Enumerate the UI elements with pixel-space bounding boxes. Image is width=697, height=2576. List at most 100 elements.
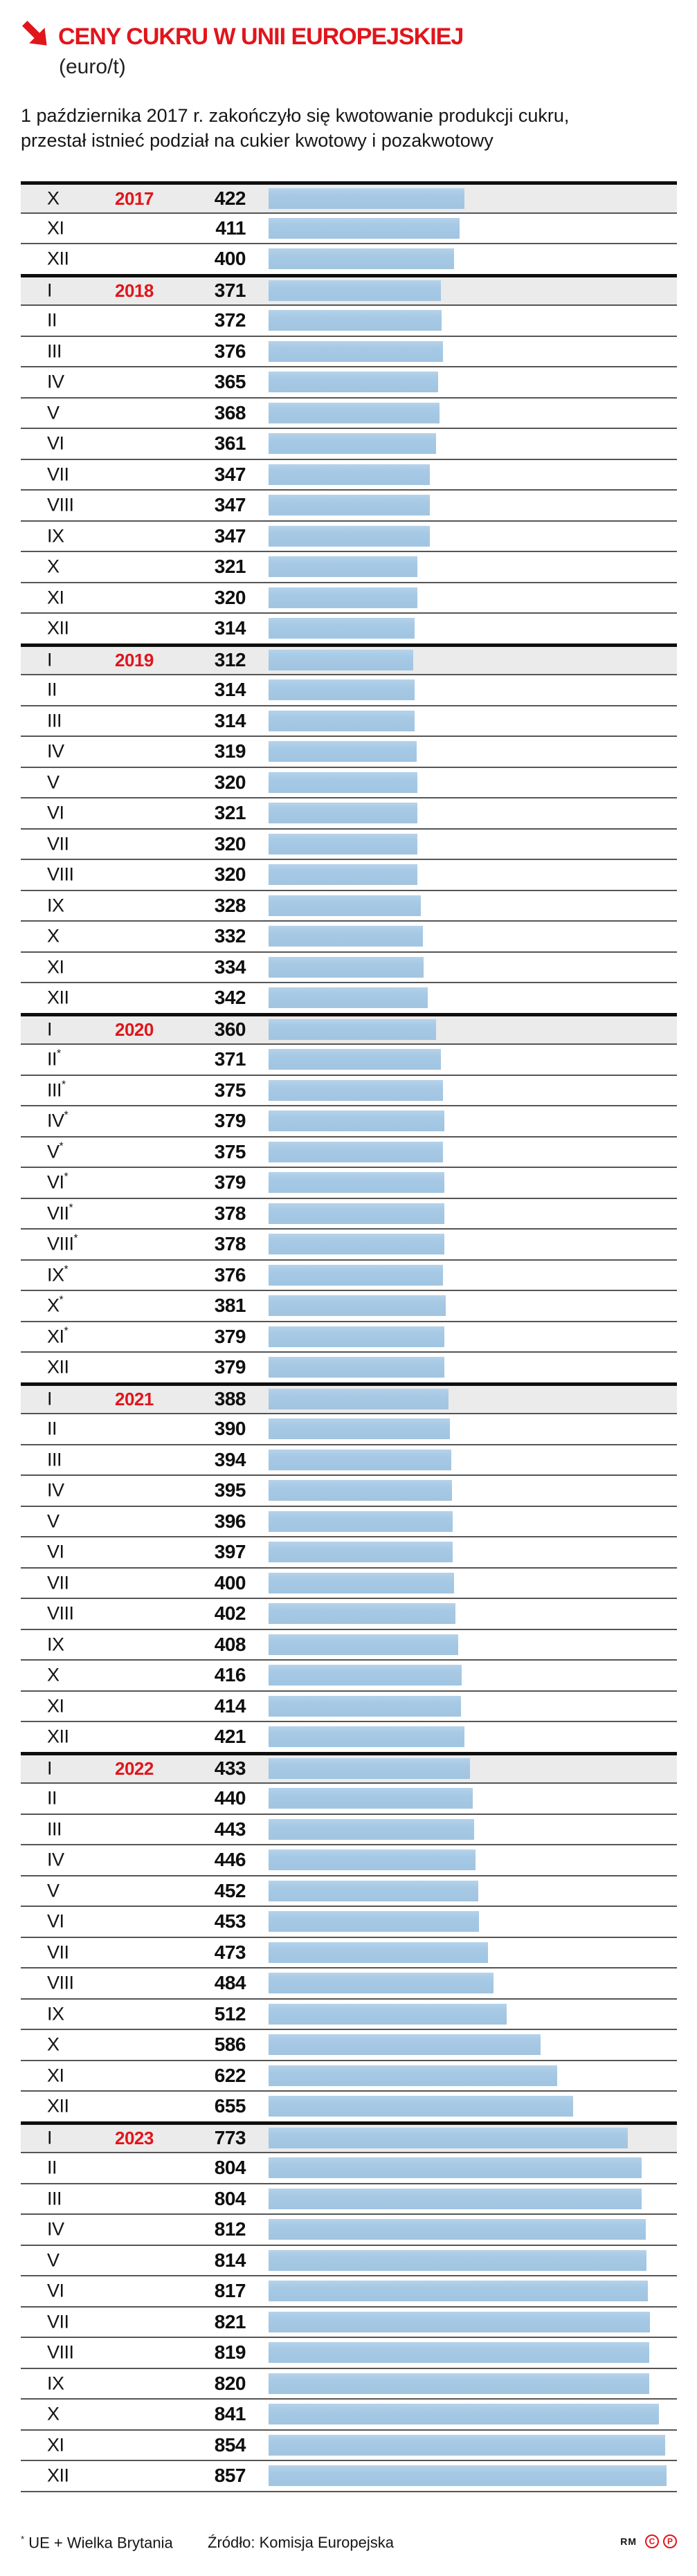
table-row: I 2018 371 (21, 273, 677, 304)
table-row: V 396 (21, 1505, 677, 1537)
price-value: 360 (214, 1018, 246, 1041)
price-bar (269, 1542, 453, 1563)
table-row: XII 421 (21, 1721, 677, 1752)
price-value: 857 (214, 2465, 246, 2487)
price-bar (269, 2434, 665, 2456)
price-value: 379 (214, 1356, 246, 1378)
price-value: 390 (214, 1418, 246, 1440)
price-value: 379 (214, 1325, 246, 1347)
price-bar (269, 1603, 455, 1625)
price-bar (269, 1295, 446, 1317)
table-row: V 814 (21, 2244, 677, 2276)
month-label: II (47, 1418, 57, 1439)
month-label: XII (47, 2465, 69, 2486)
table-row: I 2019 312 (21, 643, 677, 674)
year-label: 2022 (115, 1758, 154, 1780)
price-value: 400 (214, 1571, 246, 1593)
price-value: 314 (214, 617, 246, 639)
price-value: 854 (214, 2433, 246, 2456)
table-row: X* 381 (21, 1290, 677, 1321)
price-value: 321 (214, 802, 246, 824)
price-bar (269, 2003, 507, 2025)
price-value: 332 (214, 925, 246, 947)
intro-line-1: 1 października 2017 r. zakończyło się kw… (21, 105, 570, 126)
table-row: XII 857 (21, 2460, 677, 2491)
table-row: VI 361 (21, 428, 677, 459)
month-label: IV (47, 1849, 64, 1870)
table-row: II 314 (21, 674, 677, 705)
month-label: I (47, 1018, 53, 1040)
month-label: II (47, 1787, 57, 1809)
month-label: VI (47, 432, 64, 454)
table-row: IV 812 (21, 2213, 677, 2245)
month-label: X (47, 188, 60, 209)
price-value: 372 (214, 309, 246, 331)
page-subtitle: (euro/t) (59, 55, 126, 78)
price-value: 817 (214, 2280, 246, 2302)
table-row: II 390 (21, 1413, 677, 1444)
price-value: 433 (214, 1757, 246, 1780)
month-label: VI* (47, 1171, 69, 1193)
table-row: IX 820 (21, 2367, 677, 2399)
credit-rm: RM (620, 2536, 637, 2547)
price-bar (269, 1141, 443, 1162)
price-value: 321 (214, 556, 246, 578)
table-row: XII 655 (21, 2090, 677, 2121)
price-value: 375 (214, 1140, 246, 1162)
month-label: X (47, 556, 60, 577)
price-value: 473 (214, 1941, 246, 1963)
price-bar (269, 1326, 445, 1347)
month-label: XII (47, 2095, 69, 2117)
price-value: 396 (214, 1510, 246, 1532)
price-value: 319 (214, 740, 246, 762)
table-row: XII 314 (21, 612, 677, 643)
table-row: IV 365 (21, 366, 677, 397)
table-row: X 321 (21, 551, 677, 582)
table-row: VIII 484 (21, 1967, 677, 1998)
price-bar (269, 2188, 642, 2209)
intro-line-2: przestał istnieć podział na cukier kwoto… (21, 130, 494, 151)
price-value: 414 (214, 1695, 246, 1717)
table-row: XI 334 (21, 951, 677, 983)
price-value: 368 (214, 401, 246, 423)
month-label: VII* (47, 1202, 73, 1224)
price-bar (269, 1418, 450, 1440)
month-label: II (47, 679, 57, 700)
price-value: 334 (214, 956, 246, 978)
price-value: 378 (214, 1202, 246, 1224)
price-bar (269, 1019, 436, 1041)
month-label: IX (47, 2003, 64, 2025)
price-bar (269, 1079, 443, 1101)
price-bar (269, 2128, 628, 2149)
price-value: 328 (214, 894, 246, 916)
price-value: 416 (214, 1664, 246, 1686)
price-bar (269, 1480, 452, 1501)
price-value: 452 (214, 1879, 246, 1901)
price-bar (269, 1911, 479, 1933)
price-bar (269, 1788, 473, 1809)
price-value: 408 (214, 1633, 246, 1655)
price-value: 376 (214, 340, 246, 362)
month-label: II (47, 2157, 57, 2178)
price-value: 375 (214, 1079, 246, 1101)
table-row: VI 321 (21, 797, 677, 828)
table-row: XII 379 (21, 1351, 677, 1382)
month-label: V (47, 1510, 60, 1532)
price-bar (269, 926, 423, 947)
price-bar (269, 1111, 445, 1132)
table-row: III 804 (21, 2182, 677, 2214)
month-label: IX* (47, 1263, 69, 1286)
month-label: IV (47, 371, 64, 392)
price-value: 804 (214, 2157, 246, 2179)
price-value: 655 (214, 2095, 246, 2117)
price-bar (269, 1973, 494, 1994)
price-value: 773 (214, 2127, 246, 2149)
table-row: XI 411 (21, 212, 677, 244)
month-label: V (47, 771, 60, 793)
table-row: III 394 (21, 1443, 677, 1475)
month-label: XII (47, 1356, 69, 1378)
price-value: 347 (214, 524, 246, 547)
price-value: 376 (214, 1263, 246, 1286)
month-label: II* (47, 1048, 61, 1070)
price-bar (269, 1264, 444, 1286)
